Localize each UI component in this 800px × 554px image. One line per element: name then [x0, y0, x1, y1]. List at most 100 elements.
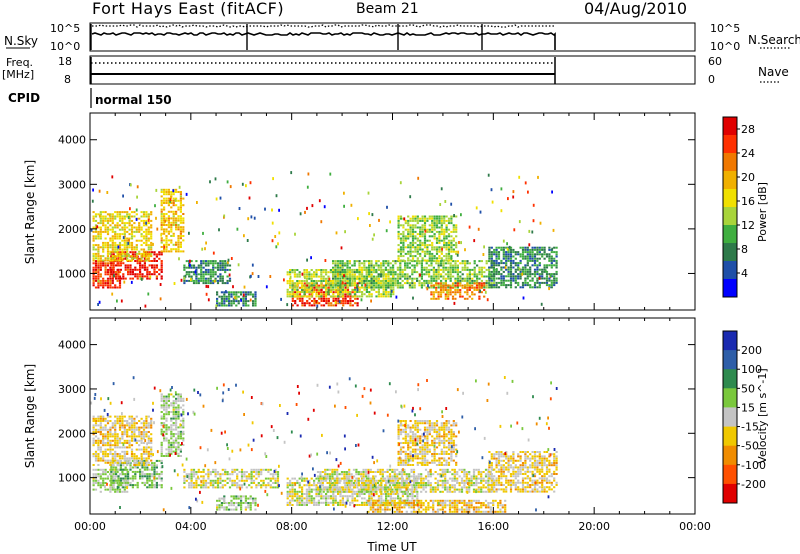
data-cell	[129, 264, 132, 267]
data-cell	[408, 266, 411, 269]
data-cell	[202, 475, 205, 478]
data-cell	[165, 433, 168, 435]
scatter-cell	[147, 218, 150, 222]
data-cell	[109, 439, 112, 442]
data-cell	[329, 280, 332, 282]
data-cell	[126, 248, 129, 251]
data-cell	[334, 497, 337, 500]
data-cell	[106, 228, 110, 231]
data-cell	[165, 430, 168, 433]
data-cell	[128, 424, 131, 427]
data-cell	[293, 286, 296, 289]
data-cell	[509, 286, 513, 289]
data-cell	[118, 453, 122, 455]
data-cell	[145, 464, 148, 466]
scatter-cell	[249, 298, 252, 302]
data-cell	[435, 215, 439, 218]
data-cell	[185, 266, 188, 269]
data-cell	[200, 266, 203, 269]
data-cell	[437, 277, 440, 280]
data-cell	[488, 279, 491, 282]
data-cell	[298, 497, 301, 500]
data-cell	[536, 253, 539, 256]
data-cell	[545, 264, 549, 267]
data-cell	[182, 408, 185, 411]
data-cell	[172, 417, 175, 420]
data-cell	[394, 260, 397, 263]
data-cell	[145, 257, 148, 260]
data-cell	[272, 486, 275, 489]
data-cell	[142, 255, 146, 258]
data-cell	[118, 257, 122, 260]
data-cell	[382, 273, 385, 276]
data-cell	[170, 239, 173, 242]
data-cell	[260, 468, 263, 471]
data-cell	[346, 293, 349, 296]
data-cell	[502, 257, 505, 260]
data-cell	[471, 286, 474, 289]
data-cell	[99, 235, 102, 238]
data-cell	[444, 284, 447, 287]
data-cell	[237, 302, 240, 305]
data-cell	[99, 448, 102, 451]
data-cell	[396, 282, 399, 285]
data-cell	[244, 304, 247, 307]
data-cell	[102, 437, 105, 440]
data-cell	[172, 411, 175, 413]
data-cell	[392, 288, 395, 291]
data-cell	[126, 464, 129, 466]
data-cell	[226, 471, 229, 473]
data-cell	[219, 482, 222, 484]
data-cell	[123, 228, 126, 231]
data-cell	[142, 446, 146, 449]
data-cell	[301, 284, 304, 287]
data-cell	[507, 246, 510, 249]
data-cell	[514, 262, 517, 265]
data-cell	[133, 426, 136, 429]
data-cell	[160, 400, 163, 402]
data-cell	[228, 486, 232, 489]
data-cell	[121, 490, 124, 493]
data-cell	[99, 490, 102, 493]
data-cell	[426, 246, 429, 249]
data-cell	[167, 413, 170, 416]
data-cell	[255, 468, 258, 471]
scatter-cell	[482, 253, 485, 256]
data-cell	[177, 441, 180, 444]
data-cell	[109, 275, 112, 278]
data-cell	[147, 226, 150, 229]
data-cell	[140, 417, 143, 420]
data-cell	[308, 482, 311, 484]
data-cell	[123, 239, 126, 242]
data-cell	[160, 428, 163, 431]
data-cell	[322, 300, 326, 302]
data-cell	[104, 477, 107, 480]
data-cell	[150, 246, 153, 249]
data-cell	[444, 282, 447, 285]
data-cell	[437, 273, 440, 276]
data-cell	[336, 279, 339, 282]
data-cell	[533, 253, 537, 256]
data-cell	[128, 241, 131, 244]
data-cell	[223, 508, 226, 511]
data-cell	[195, 482, 198, 484]
data-cell	[142, 431, 146, 433]
data-cell	[329, 282, 332, 285]
data-cell	[195, 473, 198, 476]
data-cell	[160, 455, 163, 457]
data-cell	[130, 246, 134, 249]
data-cell	[140, 255, 143, 258]
data-cell	[135, 455, 138, 458]
data-cell	[317, 499, 320, 502]
data-cell	[303, 271, 306, 274]
data-cell	[291, 282, 294, 285]
data-cell	[480, 260, 483, 263]
data-cell	[123, 455, 126, 458]
data-cell	[92, 248, 95, 251]
data-cell	[177, 199, 180, 202]
data-cell	[399, 237, 403, 240]
data-cell	[136, 277, 139, 280]
data-cell	[224, 271, 227, 274]
data-cell	[145, 211, 148, 214]
scatter-cell	[367, 191, 370, 195]
